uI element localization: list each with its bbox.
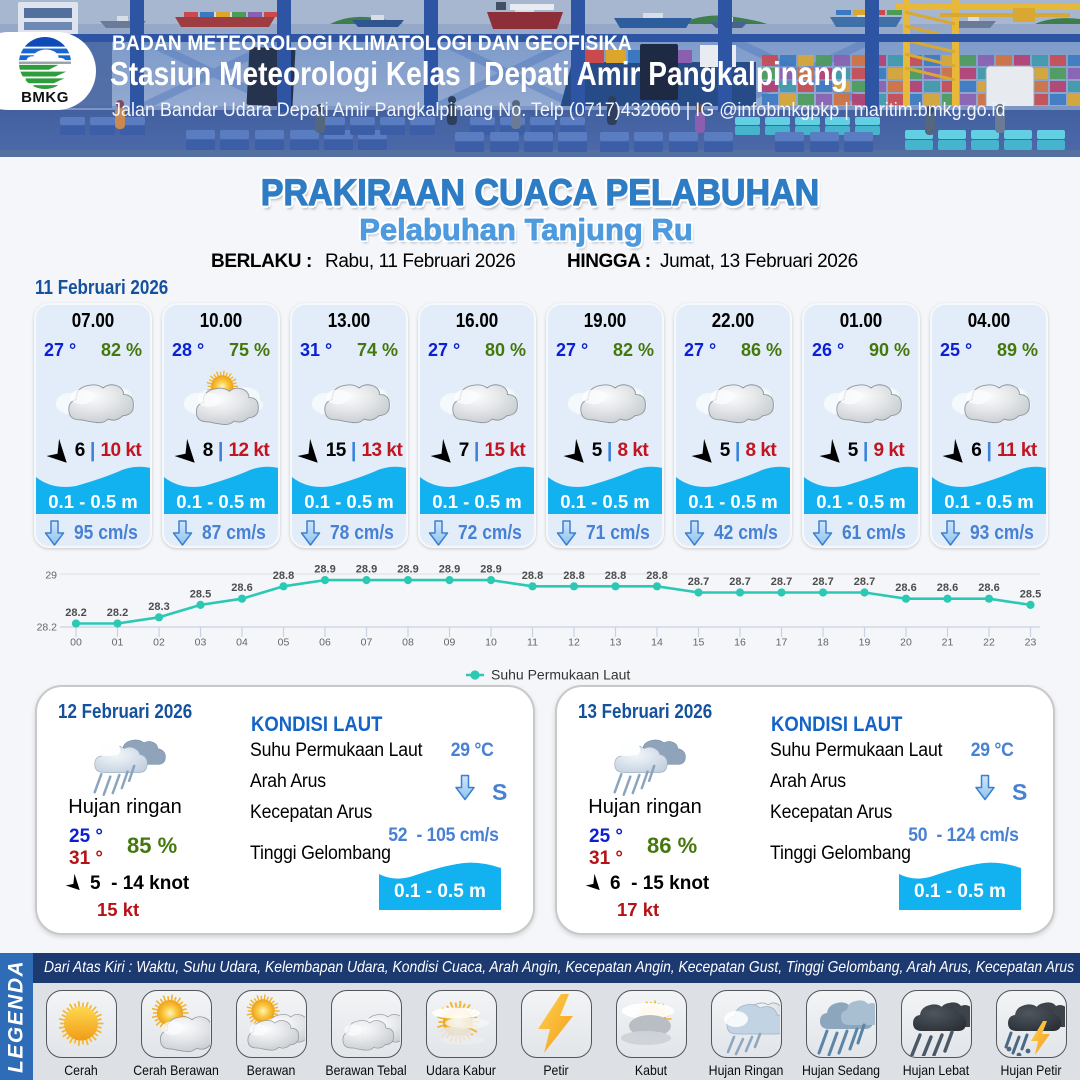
svg-text:28.9: 28.9 [480, 564, 501, 576]
svg-text:28.6: 28.6 [895, 582, 916, 594]
svg-text:28.9: 28.9 [314, 564, 335, 576]
svg-text:28.2: 28.2 [65, 607, 86, 619]
svg-text:04: 04 [236, 637, 248, 649]
svg-text:28.7: 28.7 [729, 576, 750, 588]
svg-text:28.5: 28.5 [1020, 588, 1041, 600]
svg-text:28.6: 28.6 [231, 582, 252, 594]
svg-text:28.6: 28.6 [937, 582, 958, 594]
svg-text:28.3: 28.3 [148, 601, 169, 613]
svg-text:28.7: 28.7 [771, 576, 792, 588]
svg-text:18: 18 [817, 637, 829, 649]
svg-text:Suhu Permukaan Laut: Suhu Permukaan Laut [491, 667, 630, 683]
svg-text:28.5: 28.5 [190, 588, 211, 600]
svg-text:06: 06 [319, 637, 331, 649]
svg-text:28.9: 28.9 [397, 564, 418, 576]
svg-text:20: 20 [900, 637, 912, 649]
svg-text:28.8: 28.8 [605, 570, 626, 582]
svg-text:16: 16 [734, 637, 746, 649]
svg-text:17: 17 [776, 637, 788, 649]
svg-text:07: 07 [361, 637, 373, 649]
svg-text:28.8: 28.8 [563, 570, 584, 582]
svg-text:28.9: 28.9 [356, 564, 377, 576]
svg-text:03: 03 [195, 637, 207, 649]
svg-text:01: 01 [112, 637, 124, 649]
svg-text:21: 21 [942, 637, 954, 649]
svg-text:02: 02 [153, 637, 165, 649]
svg-text:23: 23 [1025, 637, 1037, 649]
svg-text:28.2: 28.2 [107, 607, 128, 619]
svg-text:28.8: 28.8 [522, 570, 543, 582]
svg-text:09: 09 [444, 637, 456, 649]
svg-text:28.7: 28.7 [812, 576, 833, 588]
svg-text:12: 12 [568, 637, 580, 649]
svg-text:15: 15 [693, 637, 705, 649]
svg-text:00: 00 [70, 637, 82, 649]
svg-text:08: 08 [402, 637, 414, 649]
svg-text:28.8: 28.8 [646, 570, 667, 582]
svg-text:28.7: 28.7 [854, 576, 875, 588]
svg-text:28.9: 28.9 [439, 564, 460, 576]
svg-text:22: 22 [983, 637, 995, 649]
svg-text:11: 11 [527, 637, 538, 649]
svg-text:19: 19 [859, 637, 871, 649]
svg-text:28.2: 28.2 [37, 622, 58, 634]
svg-text:05: 05 [278, 637, 290, 649]
svg-text:28.7: 28.7 [688, 576, 709, 588]
svg-text:28.6: 28.6 [978, 582, 999, 594]
svg-text:14: 14 [651, 637, 663, 649]
svg-text:10: 10 [485, 637, 497, 649]
svg-text:29: 29 [45, 570, 57, 582]
svg-text:28.8: 28.8 [273, 570, 294, 582]
svg-text:13: 13 [610, 637, 622, 649]
